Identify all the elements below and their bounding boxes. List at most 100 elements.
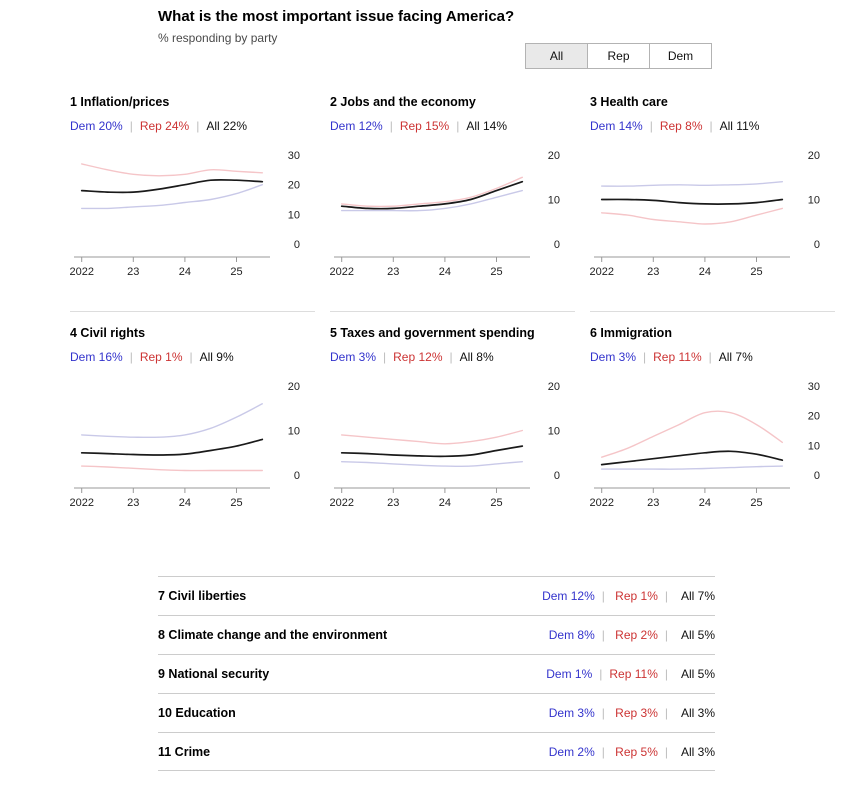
series-line-dem (601, 465, 783, 470)
chart-stats: Dem 3% | Rep 11% | All 7% (590, 350, 835, 364)
y-tick-label: 0 (814, 470, 820, 482)
filter-rep-button[interactable]: Rep (587, 43, 650, 69)
y-tick-label: 0 (294, 239, 300, 251)
filter-all-button[interactable]: All (525, 43, 588, 69)
row-stats: Dem 8% | Rep 2% | All 5% (547, 628, 715, 642)
x-tick-label: 25 (230, 497, 242, 509)
divider: | (601, 628, 605, 642)
x-tick-label: 25 (750, 497, 762, 509)
chart-title: 5 Taxes and government spending (330, 326, 535, 340)
series-line-all (340, 445, 524, 458)
all-stat: All 14% (466, 119, 507, 133)
x-tick-label: 24 (179, 266, 191, 278)
issue-chart-card: 4 Civil rights Dem 16% | Rep 1% | All 9%… (70, 311, 315, 516)
rep-stat: Rep 2% (615, 628, 658, 642)
rep-stat: Rep 1% (615, 589, 658, 603)
row-stats: Dem 12% | Rep 1% | All 7% (542, 589, 715, 603)
dem-stat: Dem 8% (548, 628, 595, 642)
rep-stat: Rep 11% (653, 350, 702, 364)
dem-stat: Dem 16% (70, 350, 123, 364)
y-tick-label: 20 (548, 381, 560, 393)
line-chart: 2022 23 24 25 0 10 20 (330, 381, 560, 509)
dem-stat: Dem 12% (330, 119, 383, 133)
series-line-dem (601, 181, 783, 187)
all-stat: All 5% (680, 628, 715, 642)
table-row: 11 Crime Dem 2% | Rep 5% | All 3% (158, 732, 715, 771)
series-line-dem (341, 461, 523, 468)
divider: | (389, 119, 393, 133)
x-tick-label: 24 (179, 497, 191, 509)
line-chart: 2022 23 24 25 0 10 20 30 (590, 381, 820, 509)
x-tick-label: 2022 (590, 497, 614, 509)
series-line-rep (81, 465, 263, 472)
rep-stat: Rep 8% (659, 119, 703, 133)
divider: | (196, 119, 200, 133)
y-tick-label: 0 (554, 239, 560, 251)
x-tick-label: 25 (230, 266, 242, 278)
rep-stat: Rep 24% (139, 119, 190, 133)
row-stats: Dem 3% | Rep 3% | All 3% (547, 706, 715, 720)
rep-stat: Rep 11% (609, 667, 658, 681)
rep-stat: Rep 12% (393, 350, 443, 364)
divider: | (383, 350, 387, 364)
x-tick-label: 24 (699, 497, 711, 509)
dem-stat: Dem 2% (548, 744, 595, 759)
line-chart: 2022 23 24 25 0 10 20 30 (70, 150, 300, 278)
issue-label: 10 Education (158, 706, 236, 720)
divider: | (664, 744, 668, 759)
series-line-rep (81, 163, 263, 177)
x-tick-label: 23 (387, 497, 399, 509)
y-tick-label: 20 (808, 150, 820, 162)
x-tick-label: 25 (490, 266, 502, 278)
issue-chart-card: 2 Jobs and the economy Dem 12% | Rep 15%… (330, 95, 575, 285)
x-tick-label: 23 (647, 266, 659, 278)
y-tick-label: 10 (808, 440, 820, 452)
table-row: 10 Education Dem 3% | Rep 3% | All 3% (158, 693, 715, 732)
rep-stat: Rep 3% (615, 706, 658, 720)
chart-stats: Dem 20% | Rep 24% | All 22% (70, 119, 315, 133)
x-tick-label: 2022 (330, 266, 354, 278)
issue-chart-card: 5 Taxes and government spending Dem 3% |… (330, 311, 575, 516)
y-tick-label: 10 (808, 195, 820, 207)
series-line-all (600, 450, 784, 466)
all-stat: All 3% (680, 706, 715, 720)
x-tick-label: 24 (439, 266, 451, 278)
y-tick-label: 0 (814, 239, 820, 251)
divider: | (449, 350, 453, 364)
y-tick-label: 10 (288, 426, 300, 438)
y-tick-label: 10 (548, 195, 560, 207)
filter-dem-button[interactable]: Dem (649, 43, 712, 69)
series-line-all (600, 198, 784, 205)
series-line-all (80, 178, 264, 194)
y-tick-label: 10 (288, 209, 300, 221)
dem-stat: Dem 3% (590, 350, 637, 364)
divider: | (129, 350, 133, 364)
divider: | (643, 350, 647, 364)
x-tick-label: 24 (439, 497, 451, 509)
divider: | (664, 589, 668, 603)
x-tick-label: 2022 (330, 497, 354, 509)
header: What is the most important issue facing … (158, 8, 514, 45)
chart-title: 2 Jobs and the economy (330, 95, 476, 109)
all-stat: All 22% (206, 119, 247, 133)
series-line-all (80, 438, 264, 456)
series-line-rep (341, 176, 523, 208)
chart-stats: Dem 12% | Rep 15% | All 14% (330, 119, 575, 133)
x-tick-label: 23 (127, 497, 139, 509)
dem-stat: Dem 3% (548, 706, 595, 720)
line-chart: 2022 23 24 25 0 10 20 (590, 150, 820, 278)
party-filter: All Rep Dem (525, 43, 712, 69)
chart-stats: Dem 14% | Rep 8% | All 11% (590, 119, 835, 133)
issue-chart-card: 3 Health care Dem 14% | Rep 8% | All 11%… (590, 95, 835, 285)
y-tick-label: 20 (288, 381, 300, 393)
y-tick-label: 20 (548, 150, 560, 162)
chart-title: 4 Civil rights (70, 326, 146, 340)
divider: | (664, 628, 668, 642)
dem-stat: Dem 1% (546, 667, 593, 681)
rep-stat: Rep 1% (139, 350, 183, 364)
issue-chart-card: 6 Immigration Dem 3% | Rep 11% | All 7% … (590, 311, 835, 516)
dem-stat: Dem 12% (542, 589, 595, 603)
series-line-all (340, 180, 524, 210)
all-stat: All 9% (199, 350, 234, 364)
